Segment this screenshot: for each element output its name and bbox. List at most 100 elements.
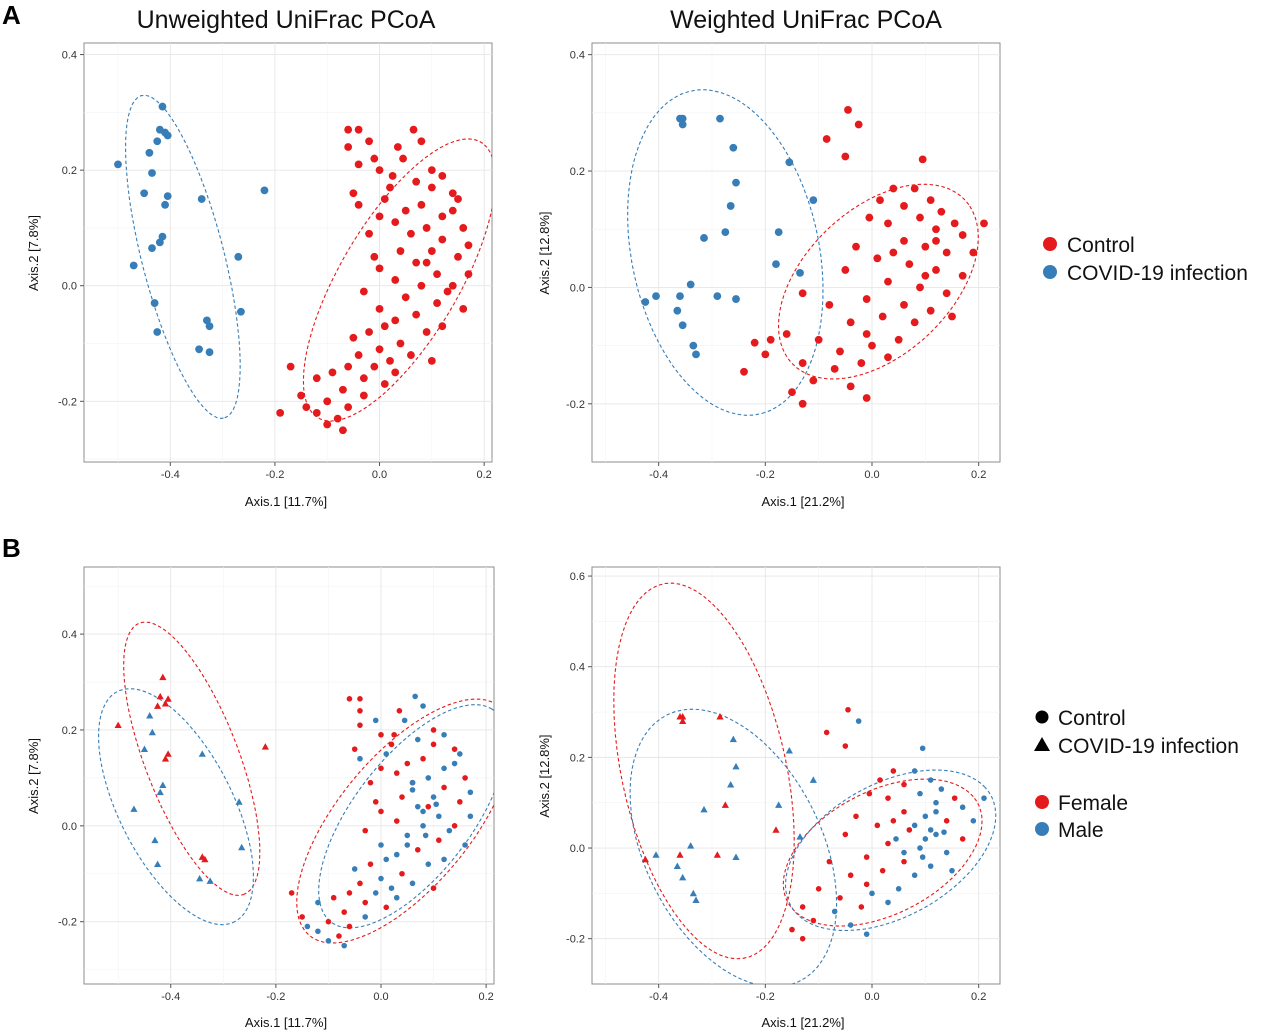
data-point <box>148 169 156 177</box>
y-axis-label: Axis.2 [12.8%] <box>537 734 552 817</box>
data-point <box>932 266 940 274</box>
data-point <box>652 292 660 301</box>
data-point <box>740 367 748 376</box>
data-point <box>900 300 908 309</box>
data-point <box>396 707 403 714</box>
data-point <box>457 799 463 805</box>
data-point <box>863 931 870 937</box>
pcoa-plot-b2: -0.4 -0.2 0.0 0.2 -0.2 0.0 0.2 0.4 0.6 Axis.1 [21… <box>537 566 1001 1030</box>
data-point <box>430 885 437 891</box>
series-control <box>276 125 473 435</box>
data-point <box>404 832 411 839</box>
series-control-male <box>304 693 474 949</box>
data-point <box>841 152 850 161</box>
data-point <box>876 196 884 205</box>
data-point <box>692 896 700 904</box>
data-point <box>378 875 384 882</box>
data-point <box>441 765 447 772</box>
data-point <box>341 942 347 949</box>
series-covid-19-female <box>114 673 269 863</box>
data-point <box>933 831 939 838</box>
data-point <box>349 333 358 342</box>
data-point <box>414 736 421 743</box>
data-point <box>420 755 426 762</box>
ellipse-covid-male <box>629 708 838 984</box>
data-point <box>879 867 886 874</box>
data-point <box>676 851 684 858</box>
data-point <box>726 202 735 210</box>
y-axis-label: Axis.2 [7.8%] <box>26 738 41 814</box>
data-point <box>916 283 924 292</box>
data-point <box>901 849 907 856</box>
data-point <box>354 125 363 134</box>
x-tick-label: -0.2 <box>266 991 285 1003</box>
data-point <box>916 213 924 222</box>
data-point <box>401 206 410 215</box>
data-point <box>732 295 740 303</box>
data-point <box>357 707 363 714</box>
data-point <box>750 338 759 347</box>
data-point <box>315 928 321 935</box>
data-point <box>785 158 794 167</box>
data-point <box>901 808 907 815</box>
plot-area <box>591 42 1001 463</box>
data-point <box>238 843 246 851</box>
data-point <box>441 784 447 791</box>
data-point <box>911 822 918 829</box>
data-point <box>678 114 687 123</box>
data-point <box>679 717 687 724</box>
data-point <box>404 842 411 848</box>
data-point <box>159 673 167 681</box>
data-point <box>420 808 426 815</box>
data-point <box>905 260 914 269</box>
data-point <box>652 851 660 858</box>
data-point <box>869 890 875 897</box>
data-point <box>323 397 332 406</box>
series-covid-19-male <box>130 711 246 884</box>
data-point <box>367 779 374 786</box>
data-point <box>847 922 854 928</box>
data-point <box>822 135 831 143</box>
plot-area <box>83 566 495 985</box>
data-point <box>161 755 170 762</box>
data-point <box>884 277 892 286</box>
y-tick-label: -0.2 <box>58 396 77 408</box>
data-point <box>420 703 426 709</box>
data-point <box>201 855 209 863</box>
data-point <box>433 299 441 307</box>
data-point <box>943 849 950 856</box>
data-point <box>330 894 337 901</box>
data-point <box>161 200 169 209</box>
data-point <box>721 801 729 808</box>
data-point <box>417 137 426 146</box>
data-point <box>716 114 724 123</box>
legend-b-male-swatch <box>1035 822 1049 836</box>
data-point <box>393 818 400 824</box>
data-point <box>375 264 384 273</box>
data-point <box>772 260 780 269</box>
data-point <box>153 328 162 336</box>
plot-title-a1: Unweighted UniFrac PCoA <box>137 6 436 34</box>
data-point <box>933 799 939 806</box>
data-point <box>917 845 923 851</box>
data-point <box>441 731 447 738</box>
data-point <box>885 840 891 847</box>
data-point <box>325 938 332 944</box>
data-point <box>339 385 347 394</box>
data-point <box>391 276 400 284</box>
data-point <box>890 768 897 774</box>
data-point <box>425 775 432 781</box>
x-tick-label: 0.2 <box>478 991 493 1003</box>
data-point <box>433 801 439 808</box>
data-point <box>799 904 806 910</box>
data-point <box>438 172 447 180</box>
data-point <box>970 818 977 824</box>
data-point <box>789 926 795 933</box>
data-point <box>315 899 321 906</box>
panel-letter-b: B <box>2 533 21 563</box>
legend-covid-label: COVID-19 infection <box>1067 262 1248 285</box>
data-point <box>941 829 947 835</box>
data-point <box>814 335 823 344</box>
data-point <box>391 316 400 325</box>
data-point <box>841 266 850 274</box>
